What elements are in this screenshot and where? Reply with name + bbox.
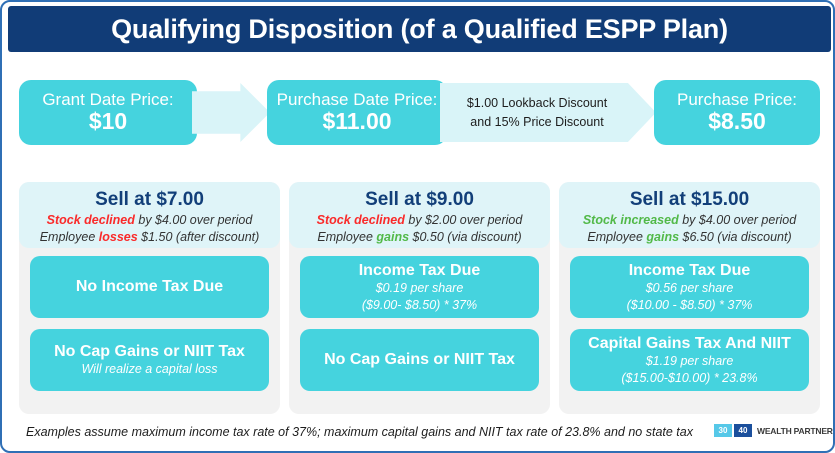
income-tax-title: Income Tax Due — [628, 261, 751, 279]
purchase-date-price-box: Purchase Date Price: $11.00 — [267, 80, 447, 145]
scenario-title: Sell at $9.00 — [365, 189, 474, 210]
grant-date-price-label: Grant Date Price: — [42, 90, 174, 110]
scenario-line-2: Employee gains $6.50 (via discount) — [559, 229, 820, 246]
scenario-line-1-rest: by $4.00 over period — [134, 212, 253, 227]
purchase-date-price-label: Purchase Date Price: — [276, 90, 438, 110]
scenario-panel-sell-at-15: Sell at $15.00 Stock increased by $4.00 … — [559, 182, 820, 414]
scenario-line-2-emphasis: gains — [376, 230, 410, 244]
scenario-line-1-emphasis: Stock increased — [582, 212, 679, 227]
page-title: Qualifying Disposition (of a Qualified E… — [111, 13, 728, 44]
purchase-price-label: Purchase Price: — [677, 90, 797, 110]
income-tax-title: No Income Tax Due — [75, 278, 224, 296]
scenario-line-2-prefix: Employee — [317, 230, 377, 244]
scenario-line-2-rest: $6.50 (via discount) — [679, 230, 792, 244]
income-tax-box: Income Tax Due $0.19 per share ($9.00- $… — [300, 256, 539, 318]
discount-note: $1.00 Lookback Discount and 15% Price Di… — [467, 94, 629, 130]
discount-note-line-2: and 15% Price Discount — [470, 114, 604, 129]
scenario-line-1: Stock declined by $4.00 over period — [19, 212, 280, 229]
figure-title-bar: Qualifying Disposition (of a Qualified E… — [8, 6, 831, 52]
scenario-line-1: Stock increased by $4.00 over period — [559, 212, 820, 229]
scenario-title: Sell at $15.00 — [629, 189, 750, 210]
logo-wordmark: WEALTH PARTNERS — [757, 425, 835, 436]
income-tax-sub-2: ($9.00- $8.50) * 37% — [361, 297, 478, 312]
scenario-line-2-emphasis: gains — [646, 230, 680, 244]
capital-gains-title: No Cap Gains or NIIT Tax — [324, 351, 515, 369]
grant-date-price-box: Grant Date Price: $10 — [19, 80, 197, 145]
scenario-line-1-emphasis: Stock declined — [316, 212, 405, 227]
scenario-line-1-rest: by $2.00 over period — [404, 212, 523, 227]
scenario-line-2-prefix: Employee — [587, 230, 647, 244]
logo-badge-40: 40 — [734, 424, 752, 437]
scenario-line-1-emphasis: Stock declined — [46, 212, 135, 227]
income-tax-sub-1: $0.19 per share — [375, 280, 464, 295]
price-flow-row: Grant Date Price: $10 Purchase Date Pric… — [2, 80, 833, 152]
wealth-partners-logo: 30 40 WEALTH PARTNERS — [714, 424, 835, 437]
purchase-price-box: Purchase Price: $8.50 — [654, 80, 820, 145]
figure-footer: Examples assume maximum income tax rate … — [2, 420, 835, 444]
capital-gains-box: No Cap Gains or NIIT Tax Will realize a … — [30, 329, 269, 391]
scenario-line-2-emphasis: losses — [98, 230, 138, 244]
scenario-panel-sell-at-7: Sell at $7.00 Stock declined by $4.00 ov… — [19, 182, 280, 414]
logo-badge-30: 30 — [714, 424, 732, 437]
scenario-line-1-rest: by $4.00 over period — [678, 212, 797, 227]
income-tax-title: Income Tax Due — [358, 261, 481, 279]
scenario-header: Sell at $15.00 Stock increased by $4.00 … — [559, 182, 820, 248]
capital-gains-sub-1: Will realize a capital loss — [81, 362, 218, 377]
capital-gains-box: Capital Gains Tax And NIIT $1.19 per sha… — [570, 329, 809, 391]
purchase-price-value: $8.50 — [708, 108, 766, 135]
purchase-date-price-value: $11.00 — [322, 108, 392, 135]
scenario-title: Sell at $7.00 — [95, 189, 204, 210]
income-tax-box: No Income Tax Due — [30, 256, 269, 318]
scenario-line-2: Employee losses $1.50 (after discount) — [19, 229, 280, 246]
scenario-panel-sell-at-9: Sell at $9.00 Stock declined by $2.00 ov… — [289, 182, 550, 414]
grant-date-price-value: $10 — [88, 108, 128, 135]
capital-gains-title: Capital Gains Tax And NIIT — [588, 334, 791, 352]
scenario-line-1: Stock declined by $2.00 over period — [289, 212, 550, 229]
footnote-text: Examples assume maximum income tax rate … — [26, 425, 693, 439]
scenario-header: Sell at $9.00 Stock declined by $2.00 ov… — [289, 182, 550, 248]
scenario-line-2: Employee gains $0.50 (via discount) — [289, 229, 550, 246]
income-tax-sub-1: $0.56 per share — [645, 280, 734, 295]
capital-gains-title: No Cap Gains or NIIT Tax — [54, 342, 245, 360]
scenario-line-2-rest: $1.50 (after discount) — [137, 230, 260, 244]
flow-arrow-1-icon — [192, 83, 270, 142]
income-tax-box: Income Tax Due $0.56 per share ($10.00 -… — [570, 256, 809, 318]
scenario-header: Sell at $7.00 Stock declined by $4.00 ov… — [19, 182, 280, 248]
capital-gains-sub-1: $1.19 per share — [645, 353, 734, 368]
capital-gains-sub-2: ($15.00-$10.00) * 23.8% — [621, 370, 758, 385]
scenario-line-2-prefix: Employee — [39, 230, 99, 244]
income-tax-sub-2: ($10.00 - $8.50) * 37% — [626, 297, 753, 312]
flow-arrow-2-icon: $1.00 Lookback Discount and 15% Price Di… — [440, 83, 656, 142]
capital-gains-box: No Cap Gains or NIIT Tax — [300, 329, 539, 391]
scenario-line-2-rest: $0.50 (via discount) — [409, 230, 522, 244]
discount-note-line-1: $1.00 Lookback Discount — [466, 96, 608, 111]
